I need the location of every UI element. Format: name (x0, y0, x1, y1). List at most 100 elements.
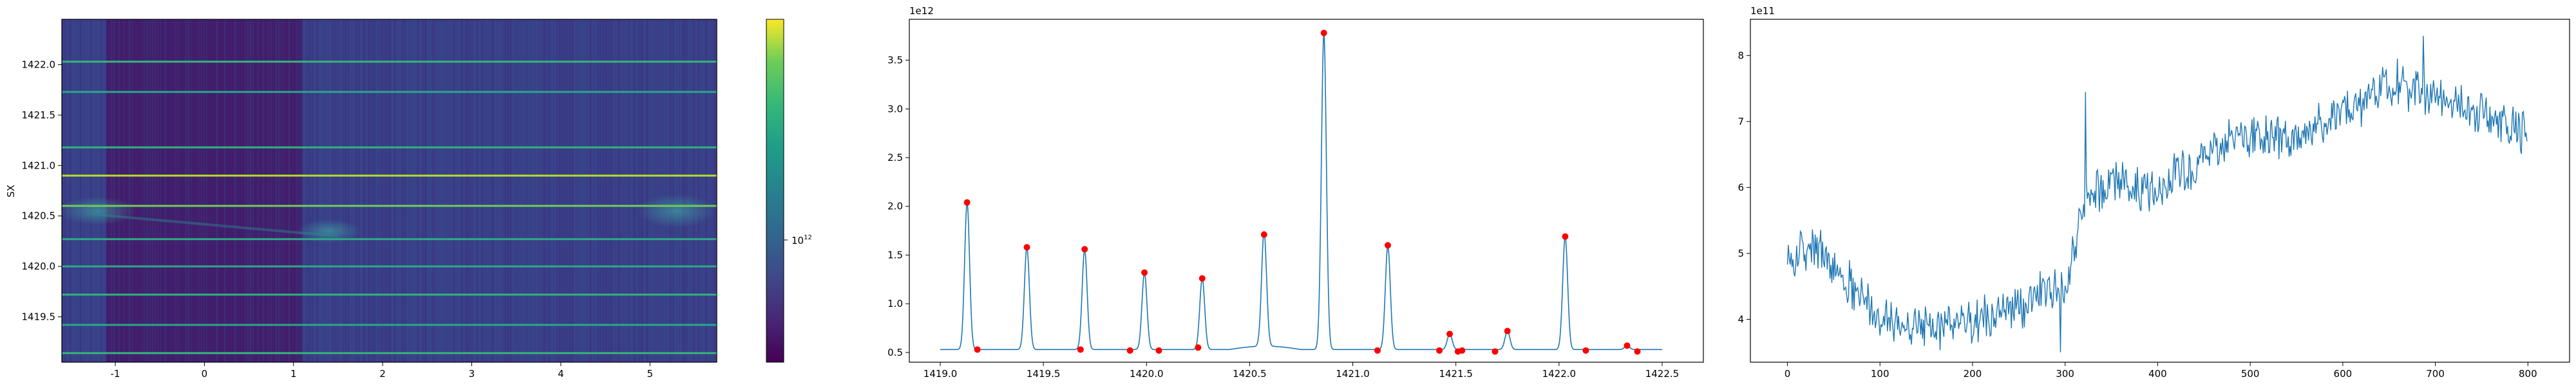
peak-marker (1260, 231, 1267, 238)
heatmap-column (335, 19, 336, 362)
heatmap-bright-row (62, 265, 717, 268)
peaks-y-tick-label: 2.5 (887, 152, 903, 163)
heatmap-column (569, 19, 571, 362)
heatmap-column (211, 19, 213, 362)
series-x-tick-label: 0 (1785, 368, 1791, 380)
heatmap-column (258, 19, 259, 362)
heatmap-column (500, 19, 501, 362)
series-x-tick-label: 300 (2056, 368, 2074, 380)
peaks-panel: 1419.0 1419.5 1420.0 1420.5 1421.0 1421.5 1422… (887, 5, 1704, 380)
heatmap-ridge (88, 212, 339, 238)
heatmap-column (469, 19, 470, 362)
peaks-x-tick-label: 1422.0 (1542, 368, 1577, 380)
heatmap-column (662, 19, 663, 362)
heatmap-column (536, 19, 537, 362)
series-offset-label: 1e11 (1750, 5, 1775, 17)
heatmap-column (201, 19, 202, 362)
heatmap-column (330, 19, 331, 362)
heatmap-column (549, 19, 550, 362)
heatmap-column (652, 19, 653, 362)
heatmap-column (438, 19, 439, 362)
heatmap-column (116, 19, 117, 362)
heatmap-column (278, 19, 279, 362)
heatmap-column (343, 19, 344, 362)
heatmap-column (317, 19, 318, 362)
heatmap-column (72, 19, 73, 362)
heatmap-column (240, 19, 241, 362)
heatmap-column (149, 19, 151, 362)
heatmap-column (672, 19, 674, 362)
heatmap-column (417, 19, 419, 362)
heatmap-column (252, 19, 254, 362)
heatmap-column (654, 19, 656, 362)
peak-marker (1081, 246, 1088, 253)
peak-marker (1023, 244, 1030, 251)
heatmap-column (222, 19, 223, 362)
peaks-y-tick-label: 1.5 (887, 249, 903, 261)
heatmap-column (162, 19, 164, 362)
heatmap-column (188, 19, 189, 362)
heatmap-column (289, 19, 290, 362)
heatmap-bright-row (62, 324, 717, 326)
heatmap-column (433, 19, 434, 362)
peaks-plot-area (940, 30, 1662, 355)
heatmap-x-tick-label: 4 (558, 368, 564, 380)
heatmap-column (134, 19, 135, 362)
heatmap-column (108, 19, 109, 362)
series-x-tick-label: 400 (2148, 368, 2167, 380)
colorbar-tick-label: 1012 (791, 234, 812, 246)
heatmap-column (144, 19, 146, 362)
heatmap-column (580, 19, 581, 362)
heatmap-column (675, 19, 676, 362)
heatmap-column (325, 19, 326, 362)
heatmap-column (574, 19, 576, 362)
heatmap-column (319, 19, 321, 362)
heatmap-column (466, 19, 468, 362)
heatmap-column (611, 19, 612, 362)
heatmap-column (446, 19, 447, 362)
heatmap-column (206, 19, 207, 362)
heatmap-bright-row (62, 205, 717, 207)
heatmap-column (111, 19, 112, 362)
peak-marker (1459, 347, 1466, 354)
heatmap-column (698, 19, 699, 362)
heatmap-column (276, 19, 277, 362)
heatmap-column (219, 19, 220, 362)
heatmap-column (430, 19, 431, 362)
heatmap-column (113, 19, 115, 362)
series-x-tick-label: 100 (1871, 368, 1889, 380)
heatmap-column (559, 19, 560, 362)
heatmap-y-axis: 1419.5 1420.0 1420.5 1421.0 1421.5 1422.0 (22, 59, 62, 322)
heatmap-column (296, 19, 298, 362)
heatmap-column (180, 19, 182, 362)
heatmap-column (198, 19, 200, 362)
heatmap-column (309, 19, 310, 362)
heatmap-column (680, 19, 681, 362)
heatmap-column (345, 19, 346, 362)
heatmap-y-tick-label: 1420.0 (22, 261, 56, 272)
heatmap-column (526, 19, 527, 362)
heatmap-column (497, 19, 498, 362)
series-x-tick-label: 700 (2426, 368, 2445, 380)
heatmap-column (659, 19, 661, 362)
heatmap-column (523, 19, 524, 362)
heatmap-column (616, 19, 617, 362)
heatmap-column (582, 19, 583, 362)
heatmap-column (479, 19, 480, 362)
heatmap-column (592, 19, 594, 362)
heatmap-panel: -1 0 1 2 3 4 5 1419.51420.01420.51421.01421.51… (5, 19, 812, 380)
heatmap-column (639, 19, 640, 362)
heatmap-column (415, 19, 416, 362)
peaks-x-tick-label: 1420.0 (1130, 368, 1164, 380)
heatmap-column (510, 19, 511, 362)
series-x-axis: 0 100 200 300 400 500 600 700 800 (1785, 362, 2537, 380)
heatmap-column (152, 19, 153, 362)
series-x-tick-label: 800 (2519, 368, 2537, 380)
heatmap-column (376, 19, 377, 362)
heatmap-column (471, 19, 473, 362)
heatmap-x-tick-label: -1 (111, 368, 120, 380)
peaks-y-tick-label: 1.0 (887, 298, 903, 309)
heatmap-column (587, 19, 589, 362)
heatmap-column (237, 19, 238, 362)
heatmap-column (701, 19, 702, 362)
